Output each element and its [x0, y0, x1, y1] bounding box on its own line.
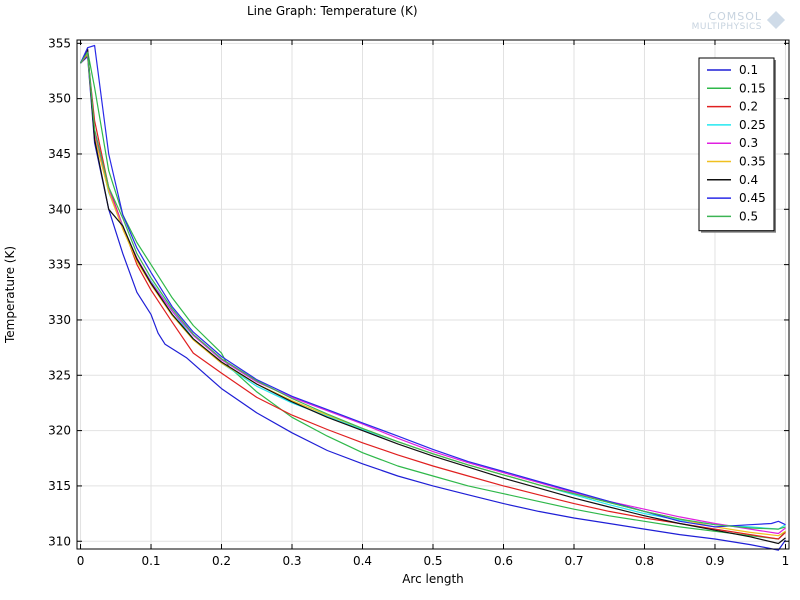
y-tick-label: 310: [48, 534, 71, 548]
x-tick-label: 0.6: [494, 554, 513, 568]
x-tick-label: 0.8: [635, 554, 654, 568]
x-tick-label: 0.7: [564, 554, 583, 568]
legend-label: 0.45: [739, 191, 766, 205]
legend-label: 0.35: [739, 155, 766, 169]
legend-label: 0.1: [739, 63, 758, 77]
x-axis-label: Arc length: [402, 572, 464, 586]
axis-ticks: 0 0.1 0.2 0.3 0.4 0.5 0.6 0.7 0.8 0.9 1 310 315 320 32…: [48, 36, 789, 568]
legend-label: 0.25: [739, 118, 766, 132]
series-line-0.45: [79, 44, 786, 528]
y-tick-label: 325: [48, 368, 71, 382]
x-tick-label: 0.9: [705, 554, 724, 568]
x-tick-label: 0.2: [212, 554, 231, 568]
x-tick-label: 1: [782, 554, 790, 568]
series-line-0.4: [79, 48, 786, 545]
legend-label: 0.4: [739, 173, 758, 187]
x-tick-label: 0.3: [282, 554, 301, 568]
y-tick-label: 330: [48, 313, 71, 327]
x-tick-label: 0.4: [353, 554, 372, 568]
legend-box: [698, 57, 775, 232]
y-tick-label: 335: [48, 258, 71, 272]
x-tick-label: 0.1: [141, 554, 160, 568]
y-tick-label: 315: [48, 479, 71, 493]
chart-title: Line Graph: Temperature (K): [247, 4, 418, 18]
y-tick-label: 320: [48, 424, 71, 438]
series-line-0.5: [79, 51, 786, 530]
x-tick-label: 0.5: [423, 554, 442, 568]
logo-text-line1: COMSOL: [708, 10, 762, 23]
y-axis-label: Temperature (K): [3, 246, 17, 344]
y-tick-label: 345: [48, 147, 71, 161]
series-lines: [79, 44, 786, 551]
y-tick-label: 340: [48, 202, 71, 216]
y-tick-label: 355: [48, 36, 71, 50]
legend: 0.1 0.15 0.2 0.25 0.3 0.35 0.4 0.45 0.5: [698, 57, 776, 233]
legend-label: 0.5: [739, 209, 758, 223]
x-tick-label: 0: [77, 554, 85, 568]
y-tick-label: 350: [48, 92, 71, 106]
logo-text-line2: MULTIPHYSICS: [691, 22, 762, 32]
legend-label: 0.2: [739, 100, 758, 114]
legend-label: 0.15: [739, 81, 766, 95]
series-line-0.1: [80, 55, 786, 551]
grid: [77, 40, 789, 549]
comsol-logo: COMSOL MULTIPHYSICS: [654, 10, 786, 38]
legend-label: 0.3: [739, 136, 758, 150]
series-line-0.15: [79, 50, 786, 540]
